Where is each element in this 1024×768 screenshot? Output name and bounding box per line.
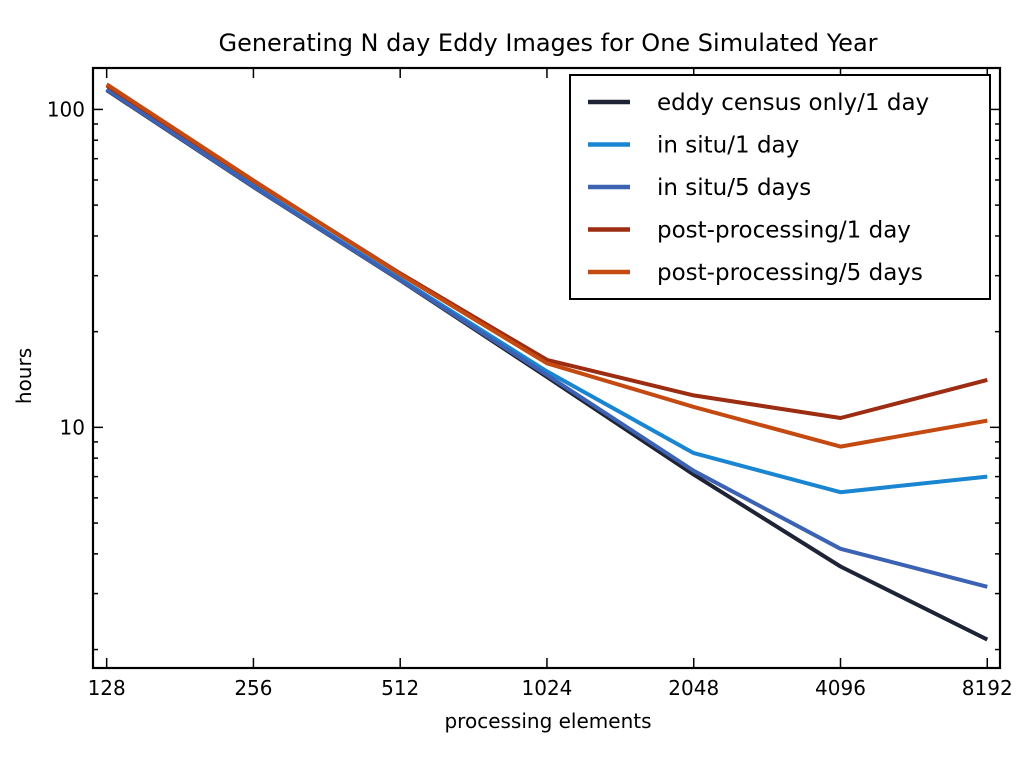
x-axis: 128 256 512 1024 2048 4096 8192 xyxy=(88,68,1013,700)
legend: eddy census only/1 day in situ/1 day in si… xyxy=(569,74,991,300)
chart-title: Generating N day Eddy Images for One Sim… xyxy=(218,29,877,57)
x-axis-label: processing elements xyxy=(444,709,651,733)
series-line-4 xyxy=(105,82,988,449)
y-tick-label: 10 xyxy=(60,415,85,439)
x-tick-label: 2048 xyxy=(668,676,719,700)
legend-frame xyxy=(569,74,991,300)
x-tick-label: 512 xyxy=(381,676,419,700)
x-tick-label: 1024 xyxy=(522,676,573,700)
legend-label: post-processing/1 day xyxy=(657,218,911,244)
legend-label: eddy census only/1 day xyxy=(657,90,929,116)
x-tick-label: 8192 xyxy=(962,676,1013,700)
x-tick-label: 4096 xyxy=(815,676,866,700)
x-tick-label: 128 xyxy=(88,676,126,700)
y-axis-label: hours xyxy=(12,348,36,404)
legend-label: in situ/5 days xyxy=(657,175,811,201)
series-line-2 xyxy=(105,87,988,589)
series-layer xyxy=(105,82,989,642)
legend-label: in situ/1 day xyxy=(657,133,799,159)
y-axis: 10 100 xyxy=(47,97,1000,651)
x-tick-label: 256 xyxy=(234,676,272,700)
legend-label: post-processing/5 days xyxy=(657,260,923,286)
y-tick-label: 100 xyxy=(47,97,85,121)
